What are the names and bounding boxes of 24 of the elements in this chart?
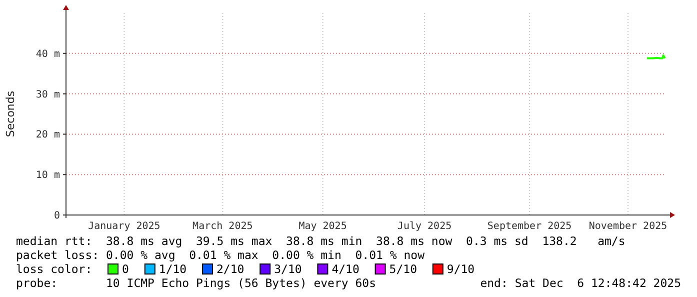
y-tick-label: 30 m [36, 89, 60, 100]
x-tick-label: January 2025 [88, 221, 160, 232]
y-axis-title: Seconds [4, 90, 17, 138]
legend-label: 1/10 [158, 262, 187, 276]
text: end: Sat Dec 6 12:48:42 2025 [480, 276, 681, 290]
y-tick-label: 10 m [36, 170, 60, 182]
legend-label: 0 [122, 262, 129, 276]
x-tick-label: September 2025 [487, 221, 572, 232]
x-tick-label: May 2025 [298, 221, 347, 232]
y-tick-label: 0 [54, 210, 60, 222]
x-tick-label: July 2025 [397, 221, 452, 232]
legend-title: loss color: [16, 262, 92, 276]
x-tick-label: November 2025 [588, 221, 668, 232]
legend-label: 4/10 [332, 262, 360, 276]
x-tick-label: March 2025 [192, 221, 253, 232]
text: median rtt: 38.8 ms avg 39.5 ms max 38.8 ms min 38.8 ms now 0.3 ms sd 138.2 am/s [16, 234, 626, 248]
text: probe: 10 ICMP Echo Pings (56 Bytes) every 60s [16, 276, 376, 290]
text: packet loss: 0.00 % avg 0.01 % max 0.00 % min 0.01 % now [16, 248, 425, 262]
legend-label: 2/10 [216, 262, 244, 276]
legend-label: 5/10 [389, 262, 418, 276]
legend-label: 9/10 [446, 262, 475, 276]
legend-label: 3/10 [274, 262, 302, 276]
y-tick-label: 20 m [36, 130, 60, 141]
y-tick-label: 40 m [36, 48, 60, 60]
